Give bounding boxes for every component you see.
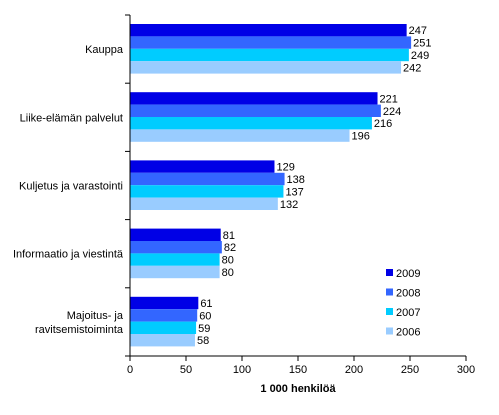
category-label: Kuljetus ja varastointi (19, 181, 123, 193)
x-axis-label: 1 000 henkilöä (260, 383, 336, 395)
data-label: 61 (200, 298, 212, 310)
data-label: 59 (198, 323, 210, 335)
bar-2007-3 (130, 185, 284, 198)
bar-2006-3 (130, 197, 278, 210)
category-label: Informaatio ja viestintä (13, 249, 124, 261)
bar-2009-5 (130, 296, 199, 310)
x-tick-label: 150 (289, 364, 307, 376)
legend-swatch-2007 (386, 308, 393, 315)
bar-2007-2 (130, 117, 372, 130)
bar-2006-4 (130, 265, 220, 279)
bar-2009-2 (130, 92, 378, 105)
category-label: Liike-elämän palvelut (20, 112, 123, 124)
legend-label-2006: 2006 (396, 327, 420, 339)
x-tick-label: 50 (180, 364, 192, 376)
bar-2009-3 (130, 160, 275, 173)
bar-2008-2 (130, 104, 381, 117)
bar-2009-4 (130, 228, 221, 241)
data-label: 82 (224, 242, 236, 254)
legend: 2009 2008 2007 2006 (386, 268, 420, 339)
data-label: 80 (222, 255, 234, 267)
category-label: Kauppa (85, 44, 124, 56)
data-label: 216 (374, 118, 392, 130)
data-label: 129 (276, 162, 294, 174)
bar-2009-1 (130, 24, 407, 37)
x-tick-label: 250 (401, 364, 419, 376)
x-tick-label: 200 (345, 364, 363, 376)
data-label: 251 (413, 38, 431, 50)
legend-label-2007: 2007 (396, 307, 420, 319)
bar-2008-5 (130, 309, 198, 322)
data-label: 58 (197, 335, 209, 347)
x-tick-label: 0 (127, 364, 133, 376)
bar-2007-1 (130, 48, 409, 62)
axes-group (125, 14, 467, 361)
data-label: 138 (287, 174, 305, 186)
data-label: 247 (409, 25, 427, 37)
data-label: 224 (383, 106, 401, 118)
bars-group (130, 24, 412, 347)
category-label: Majoitus- ja ravitsemistoiminta (35, 310, 124, 336)
legend-label-2008: 2008 (396, 288, 420, 300)
data-label: 221 (380, 93, 398, 105)
bar-2006-1 (130, 61, 402, 74)
bar-2006-5 (130, 334, 195, 347)
legend-swatch-2008 (386, 288, 393, 296)
x-tick-label: 300 (457, 364, 475, 376)
bar-2008-3 (130, 172, 285, 186)
data-label: 60 (199, 310, 211, 322)
bar-2006-2 (130, 129, 350, 142)
data-label: 81 (223, 230, 235, 242)
x-tick-labels-group: 0 50 100 150 200 250 300 (127, 364, 475, 376)
bar-2008-1 (130, 36, 412, 49)
data-label: 137 (285, 186, 303, 198)
data-label: 196 (352, 131, 370, 143)
legend-label-2009: 2009 (396, 268, 420, 280)
data-label: 249 (411, 50, 429, 62)
legend-swatch-2006 (386, 327, 393, 335)
data-label: 80 (222, 267, 234, 279)
bar-2008-4 (130, 241, 222, 254)
category-labels-group: Kauppa Liike-elämän palvelut Kuljetus ja v… (13, 44, 124, 336)
bar-2007-4 (130, 253, 220, 266)
x-tick-label: 100 (233, 364, 251, 376)
data-label: 132 (280, 199, 298, 211)
legend-swatch-2009 (386, 269, 393, 276)
bar-2007-5 (130, 321, 197, 334)
data-label: 242 (403, 62, 421, 74)
